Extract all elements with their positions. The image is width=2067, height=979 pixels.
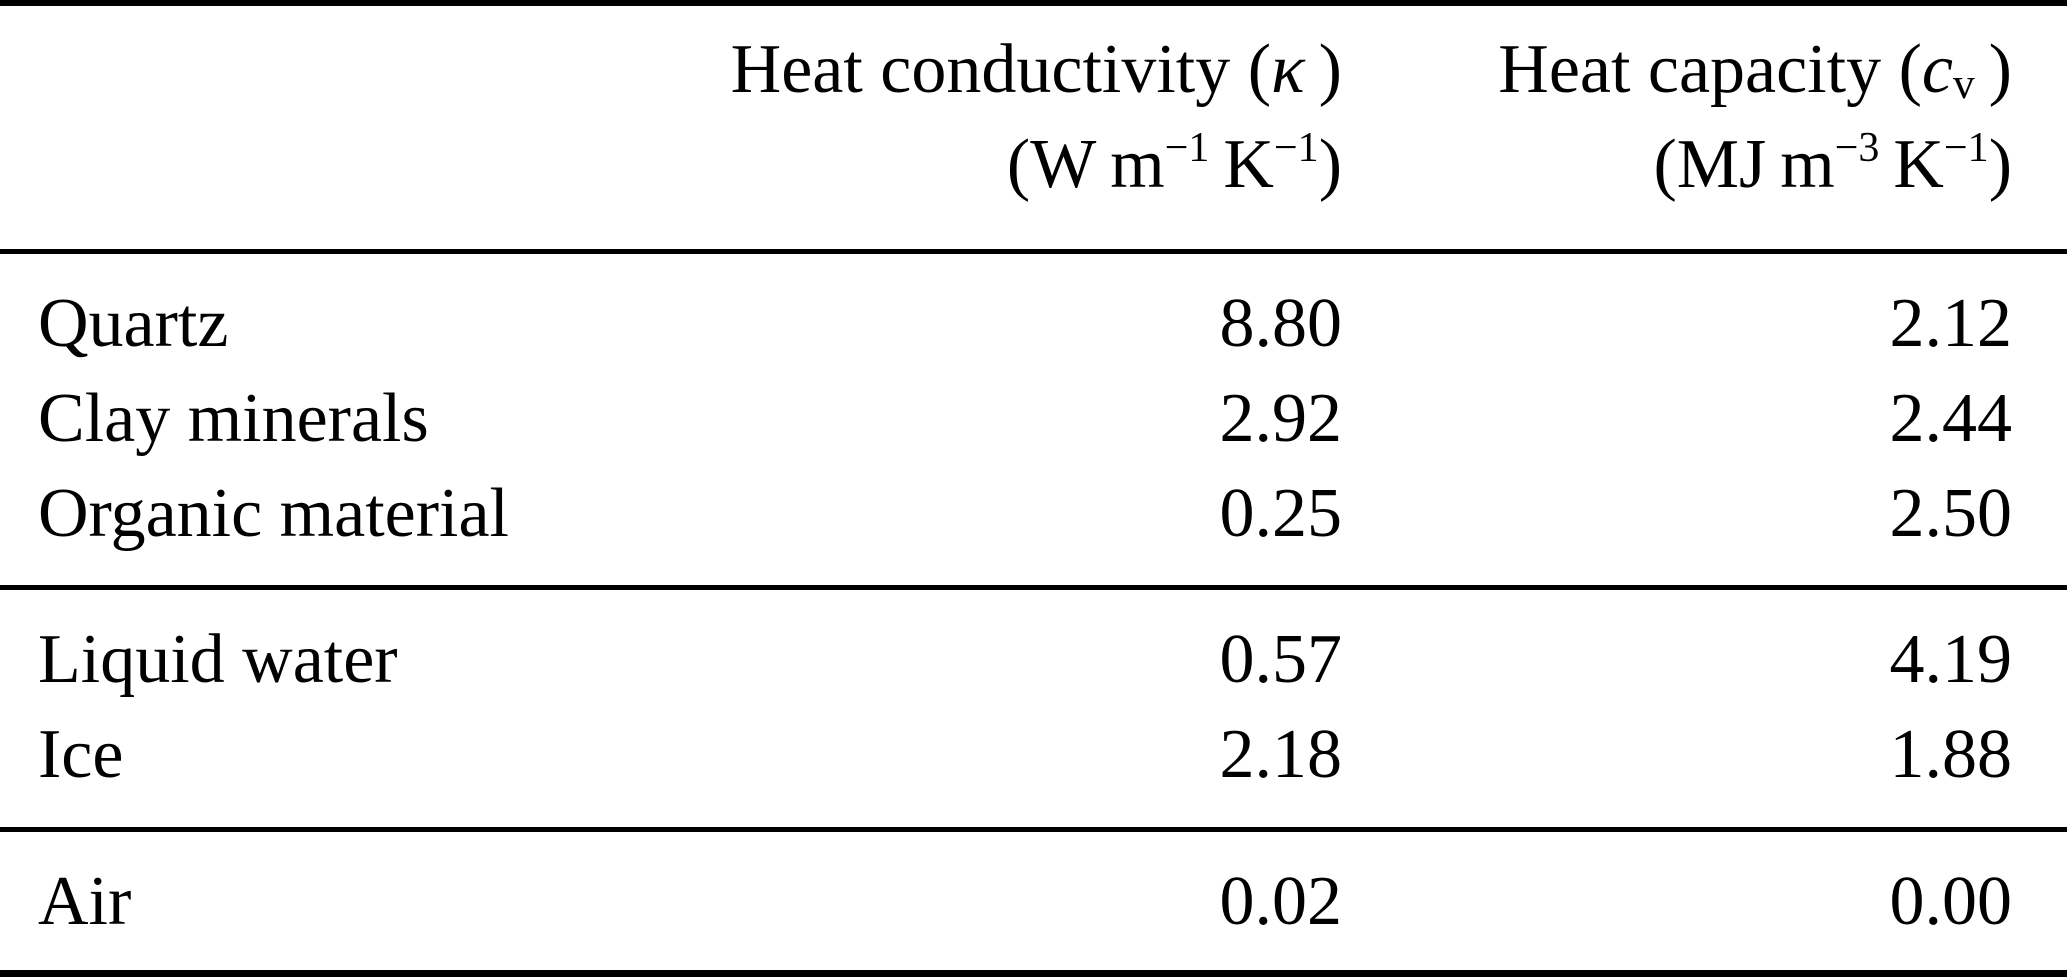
table-header: Heat conductivity (κ ) Heat capacity (cv… xyxy=(0,6,2067,249)
material-name: Quartz xyxy=(38,285,229,362)
material-name: Organic material xyxy=(38,475,509,552)
c-symbol: c xyxy=(1921,31,1953,108)
material-name: Clay minerals xyxy=(38,380,429,457)
kappa-symbol: κ xyxy=(1271,31,1305,108)
material-name: Air xyxy=(38,863,132,940)
air-group: Air 0.02 0.00 xyxy=(0,832,2067,970)
group-separator-rule xyxy=(0,585,2067,590)
heat-capacity-value: 2.44 xyxy=(1889,380,2013,457)
table-row: Organic material 0.25 2.50 xyxy=(0,466,2067,561)
table-row: Ice 2.18 1.88 xyxy=(0,707,2067,802)
units-conductivity-post: ) xyxy=(1318,126,1342,203)
header-units-row: (W m−1 K−1) (MJ m−3 K−1) xyxy=(0,117,2067,212)
header-heat-capacity: Heat capacity (cv ) xyxy=(1342,22,2012,117)
units-capacity-post: ) xyxy=(1988,126,2012,203)
heat-conductivity-value: 2.18 xyxy=(1219,716,1343,793)
header-capacity-close: ) xyxy=(1974,31,2012,108)
heat-conductivity-value: 0.02 xyxy=(1219,863,1343,940)
units-conductivity-mid: K xyxy=(1209,126,1274,203)
units-capacity-exp2: −1 xyxy=(1944,124,1989,171)
heat-conductivity-value: 8.80 xyxy=(1219,285,1343,362)
c-subscript-v: v xyxy=(1952,60,1975,109)
units-capacity-exp1: −3 xyxy=(1834,124,1880,171)
material-name: Ice xyxy=(38,716,124,793)
header-capacity-text: Heat capacity ( xyxy=(1498,31,1922,108)
header-heat-conductivity: Heat conductivity (κ ) xyxy=(640,22,1342,117)
header-title-row: Heat conductivity (κ ) Heat capacity (cv… xyxy=(0,22,2067,117)
heat-capacity-value: 2.12 xyxy=(1889,285,2013,362)
header-empty-cell xyxy=(0,22,640,117)
material-name: Liquid water xyxy=(38,621,398,698)
header-conductivity-text: Heat conductivity ( xyxy=(730,31,1272,108)
units-capacity-pre: (MJ m xyxy=(1653,126,1835,203)
units-conductivity-pre: (W m xyxy=(1006,126,1165,203)
table-row: Clay minerals 2.92 2.44 xyxy=(0,371,2067,466)
heat-conductivity-value: 2.92 xyxy=(1219,380,1343,457)
minerals-group: Quartz 8.80 2.12 Clay minerals 2.92 2.44… xyxy=(0,254,2067,585)
group-separator-rule xyxy=(0,827,2067,832)
table-row: Liquid water 0.57 4.19 xyxy=(0,612,2067,707)
units-heat-conductivity: (W m−1 K−1) xyxy=(640,117,1342,212)
table-row: Quartz 8.80 2.12 xyxy=(0,276,2067,371)
header-separator-rule xyxy=(0,249,2067,254)
heat-capacity-value: 1.88 xyxy=(1889,716,2013,793)
header-empty-cell xyxy=(0,117,640,212)
heat-capacity-value: 0.00 xyxy=(1889,863,2013,940)
heat-capacity-value: 4.19 xyxy=(1889,621,2013,698)
heat-capacity-value: 2.50 xyxy=(1889,475,2013,552)
table-bottom-rule xyxy=(0,970,2067,977)
water-group: Liquid water 0.57 4.19 Ice 2.18 1.88 xyxy=(0,590,2067,827)
units-capacity-mid: K xyxy=(1879,126,1944,203)
heat-conductivity-value: 0.57 xyxy=(1219,621,1343,698)
units-heat-capacity: (MJ m−3 K−1) xyxy=(1342,117,2012,212)
table-top-rule xyxy=(0,0,2067,6)
units-conductivity-exp2: −1 xyxy=(1274,124,1319,171)
heat-conductivity-value: 0.25 xyxy=(1219,475,1343,552)
units-conductivity-exp1: −1 xyxy=(1164,124,1210,171)
header-conductivity-close: ) xyxy=(1304,31,1342,108)
table-row: Air 0.02 0.00 xyxy=(0,854,2067,949)
